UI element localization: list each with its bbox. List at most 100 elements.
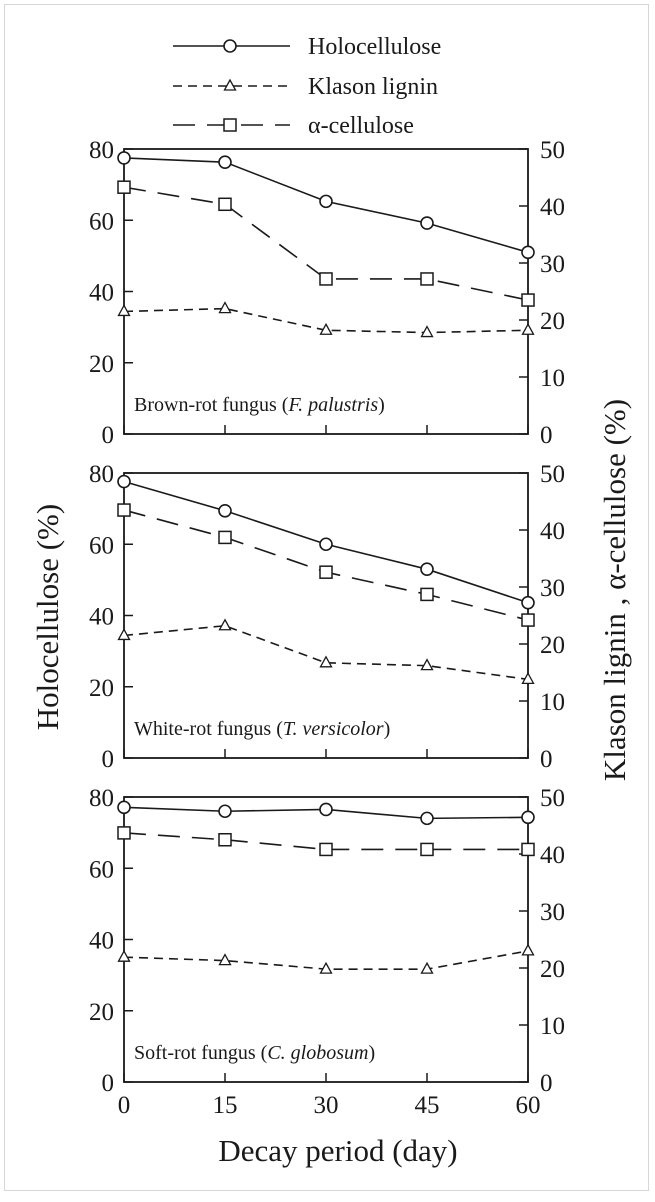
- y-tick-label-right: 40: [540, 518, 565, 545]
- data-point-holocellulose: [218, 804, 232, 819]
- data-point-holocellulose: [117, 474, 131, 489]
- y-tick-label-right: 40: [540, 842, 565, 869]
- legend-marker-klason-lignin: [223, 78, 237, 91]
- data-point-klason-lignin: [117, 304, 131, 317]
- y-tick-label-left: 80: [89, 461, 114, 488]
- data-point-holocellulose: [420, 562, 434, 576]
- y-tick-label-right: 0: [540, 1070, 553, 1097]
- data-point-cellulose: [420, 842, 434, 857]
- y-tick-label-right: 50: [540, 461, 565, 488]
- legend-marker-cellulose: [223, 118, 237, 132]
- y-axis-title-right: Klason lignin , α-cellulose (%): [597, 399, 632, 781]
- data-point-cellulose: [117, 180, 131, 194]
- legend-entry: Klason lignin: [173, 74, 438, 100]
- y-tick-label-right: 10: [540, 689, 565, 716]
- panel-1: 0 20 40 60 80 0 10 20 30 40 50 Brown-rot fungus (F.…: [89, 137, 565, 449]
- y-tick-label-left: 40: [89, 928, 114, 955]
- y-tick-label-left: 20: [89, 351, 114, 378]
- data-point-klason-lignin: [218, 953, 232, 966]
- data-point-klason-lignin: [521, 943, 535, 956]
- panel-label-species: F. palustris: [287, 394, 378, 416]
- y-tick-label-right: 30: [540, 575, 565, 602]
- y-tick-label-left: 0: [102, 1070, 115, 1097]
- y-tick-label-left: 60: [89, 856, 114, 883]
- data-point-cellulose: [319, 272, 333, 286]
- legend-marker-holocellulose: [223, 39, 237, 53]
- y-tick-label-right: 40: [540, 194, 565, 221]
- data-point-cellulose: [319, 842, 333, 857]
- data-point-holocellulose: [218, 155, 232, 169]
- data-point-klason-lignin: [420, 658, 434, 671]
- data-point-cellulose: [521, 842, 535, 857]
- panel-label-prefix: Brown-rot fungus (: [134, 394, 289, 416]
- data-point-klason-lignin: [218, 618, 232, 631]
- y-tick-label-left: 40: [89, 280, 114, 307]
- data-point-holocellulose: [521, 245, 535, 260]
- data-point-klason-lignin: [521, 671, 535, 684]
- data-point-cellulose: [521, 293, 535, 307]
- data-point-cellulose: [117, 826, 131, 840]
- legend-label-holocellulose: Holocellulose: [308, 34, 441, 60]
- panel-label-prefix: Soft-rot fungus (: [134, 1042, 268, 1064]
- data-point-holocellulose: [319, 802, 333, 817]
- panel-label: Soft-rot fungus (C. globosum): [134, 1042, 375, 1064]
- y-tick-label-right: 20: [540, 956, 565, 983]
- x-tick-label: 15: [213, 1092, 238, 1119]
- y-tick-label-right: 50: [540, 785, 565, 812]
- y-tick-label-right: 30: [540, 251, 565, 278]
- legend-label-cellulose: α-cellulose: [308, 113, 414, 139]
- series-line-klason-lignin: [123, 307, 529, 334]
- legend-label-klason-lignin: Klason lignin: [308, 74, 438, 100]
- x-tick-label: 60: [516, 1092, 541, 1119]
- data-point-cellulose: [218, 530, 232, 545]
- panels: 0 20 40 60 80 0 10 20 30 40 50 Brown-rot fungus (F.…: [89, 137, 565, 1119]
- data-point-cellulose: [521, 613, 535, 627]
- y-tick-label-right: 0: [540, 422, 553, 449]
- y-tick-label-right: 20: [540, 308, 565, 335]
- data-point-cellulose: [218, 833, 232, 847]
- data-point-holocellulose: [117, 151, 131, 165]
- data-point-holocellulose: [218, 503, 232, 518]
- data-point-holocellulose: [319, 537, 333, 552]
- figure-frame: [4, 4, 649, 1191]
- panel-label: White-rot fungus (T. versicolor): [134, 718, 390, 740]
- y-tick-label-left: 80: [89, 785, 114, 812]
- y-tick-label-left: 60: [89, 532, 114, 559]
- data-point-klason-lignin: [420, 325, 434, 338]
- y-tick-label-right: 20: [540, 632, 565, 659]
- x-tick-label: 30: [314, 1092, 339, 1119]
- data-point-klason-lignin: [117, 628, 131, 641]
- x-tick-label: 0: [118, 1092, 131, 1119]
- series-line-klason-lignin: [123, 624, 529, 681]
- data-point-klason-lignin: [218, 301, 232, 314]
- y-tick-label-right: 0: [540, 746, 553, 773]
- panel-label-suffix: ): [384, 718, 391, 740]
- y-tick-label-left: 60: [89, 208, 114, 235]
- legend-entry: α-cellulose: [173, 113, 414, 139]
- data-point-cellulose: [420, 587, 434, 602]
- x-axis-title: Decay period (day): [218, 1133, 457, 1168]
- data-point-cellulose: [117, 503, 131, 517]
- y-tick-label-right: 50: [540, 137, 565, 164]
- panel-label-suffix: ): [378, 394, 385, 416]
- panel-label-prefix: White-rot fungus (: [134, 718, 283, 740]
- data-point-holocellulose: [521, 595, 535, 610]
- legend: Holocellulose Klason lignin α-cellulose: [173, 34, 441, 139]
- y-tick-label-left: 0: [102, 746, 115, 773]
- data-point-cellulose: [218, 197, 232, 212]
- y-tick-label-left: 40: [89, 604, 114, 631]
- data-point-klason-lignin: [319, 961, 333, 974]
- data-point-cellulose: [319, 565, 333, 579]
- y-tick-label-right: 30: [540, 899, 565, 926]
- y-tick-label-right: 10: [540, 365, 565, 392]
- data-point-holocellulose: [117, 800, 131, 815]
- panel-label-suffix: ): [368, 1042, 375, 1064]
- panel-label-species: T. versicolor: [283, 718, 384, 740]
- data-point-holocellulose: [420, 216, 434, 230]
- data-point-klason-lignin: [319, 322, 333, 335]
- data-point-klason-lignin: [319, 655, 333, 668]
- y-tick-label-left: 0: [102, 422, 115, 449]
- data-point-klason-lignin: [521, 322, 535, 335]
